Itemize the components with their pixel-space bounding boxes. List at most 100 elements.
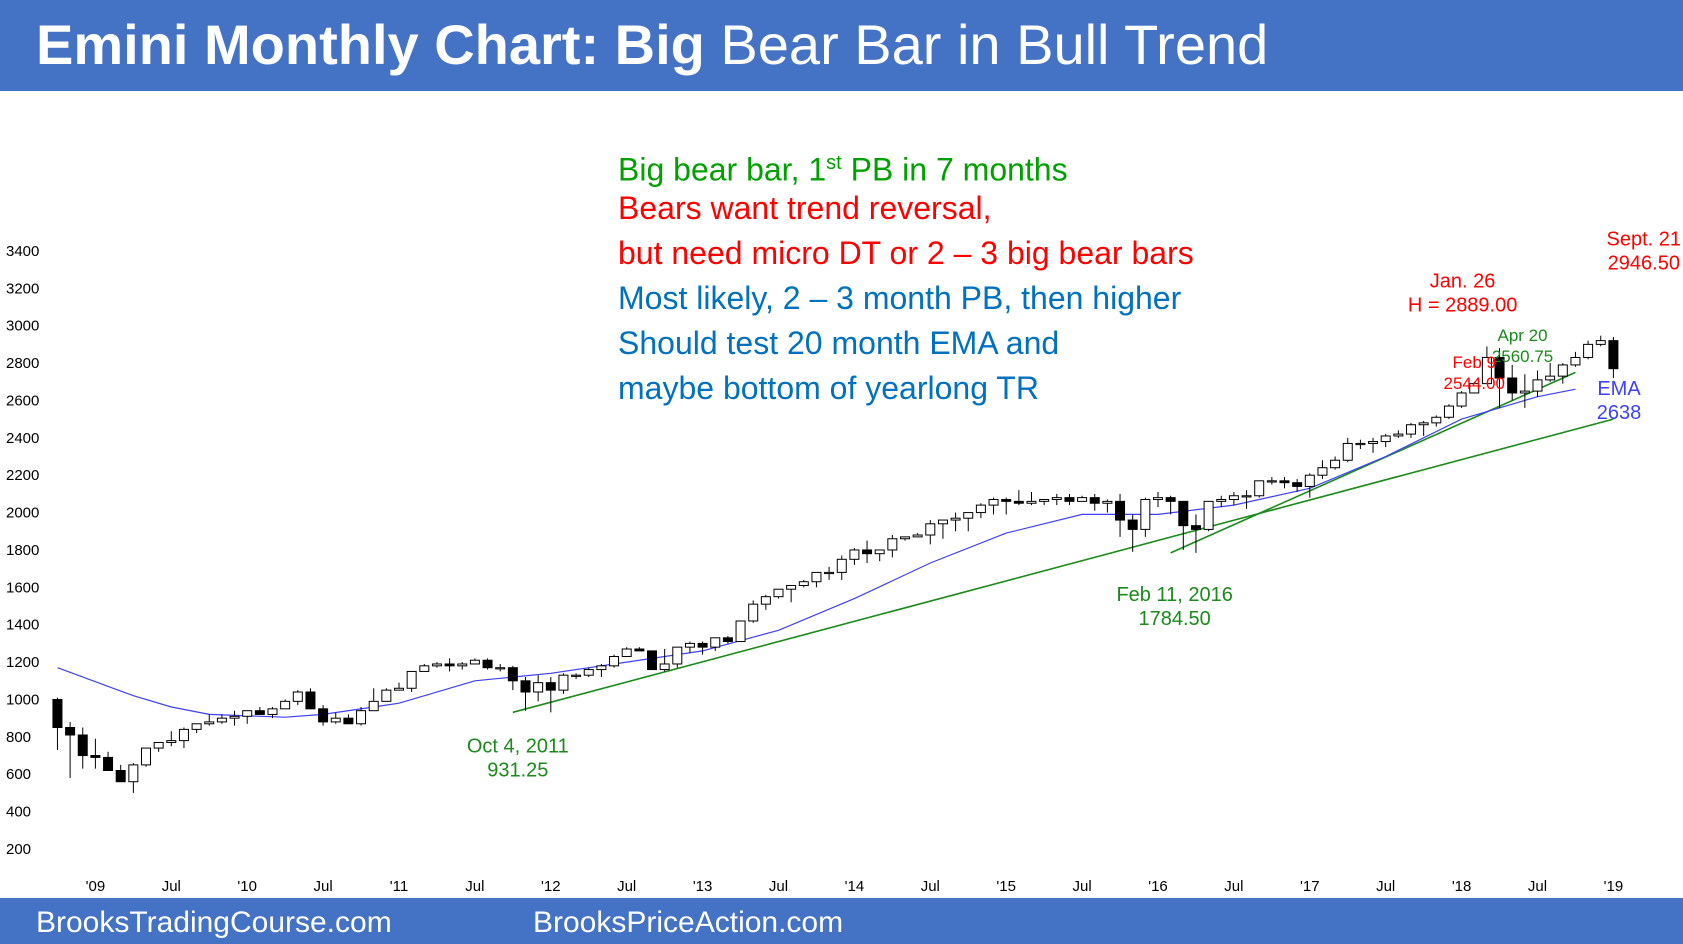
candle <box>1001 497 1012 515</box>
y-tick-label: 2600 <box>6 392 39 409</box>
candle-body <box>1190 525 1201 530</box>
candle <box>596 663 607 678</box>
candle-body <box>457 663 468 667</box>
candle <box>1355 439 1366 450</box>
candle <box>1013 490 1024 506</box>
ema-value: 2638 <box>1597 402 1642 424</box>
candle-body <box>862 549 873 555</box>
candle <box>1190 514 1201 553</box>
ema-line <box>57 388 1576 718</box>
candle-body <box>381 689 392 702</box>
candle-body <box>267 708 278 715</box>
x-tick-label: '12 <box>541 878 561 895</box>
candle-body <box>394 687 404 691</box>
candle <box>874 549 885 562</box>
x-tick-label: Jul <box>617 878 636 895</box>
candle-body <box>609 655 620 667</box>
candle-body <box>507 667 518 682</box>
candle <box>343 714 354 725</box>
candle <box>1254 480 1265 498</box>
candle <box>925 520 936 545</box>
candle <box>406 670 417 693</box>
candle-body <box>1317 467 1328 476</box>
x-tick-label: Jul <box>1073 878 1092 895</box>
candle <box>672 646 683 668</box>
y-tick-label: 2400 <box>6 430 39 447</box>
candle-body <box>1178 500 1189 527</box>
candle <box>900 536 910 541</box>
annotation-value: 2560.75 <box>1492 347 1553 366</box>
candle <box>950 512 961 532</box>
annotation-label: Oct 4, 2011 <box>467 735 569 757</box>
candle <box>1595 335 1606 347</box>
x-tick-label: '19 <box>1604 878 1624 895</box>
candle-body <box>103 756 114 772</box>
candle <box>1279 477 1290 489</box>
candle <box>1443 404 1454 420</box>
candle-body <box>1115 500 1126 521</box>
candle-body <box>710 637 721 648</box>
x-tick-label: Jul <box>1224 878 1243 895</box>
y-tick-label: 3400 <box>6 243 39 260</box>
x-tick-label: '14 <box>845 878 865 895</box>
candle-body <box>697 642 708 648</box>
footer-left-link[interactable]: BrooksTradingCourse.com <box>36 906 392 939</box>
candle <box>1266 477 1277 485</box>
candle <box>1292 478 1303 493</box>
candle-body <box>988 498 999 506</box>
candle-body <box>773 588 784 598</box>
candle-body <box>1456 392 1467 407</box>
candle <box>1203 500 1214 532</box>
candle <box>520 677 531 711</box>
candle <box>735 620 746 643</box>
x-tick-label: '10 <box>237 878 257 895</box>
candle <box>975 503 986 519</box>
candle-body <box>659 663 670 671</box>
candle-body <box>495 667 506 670</box>
candle <box>1431 415 1442 427</box>
annotation-value: 2544.00 <box>1444 374 1505 393</box>
candle-body <box>950 517 961 521</box>
candle <box>457 662 468 670</box>
candle-body <box>292 691 303 702</box>
y-tick-label: 2000 <box>6 505 39 522</box>
y-tick-label: 1400 <box>6 617 39 634</box>
candle-body <box>1418 422 1429 426</box>
title-bold-part: Emini Monthly Chart: Big <box>36 13 705 76</box>
candle-body <box>141 747 151 766</box>
candle <box>166 731 177 747</box>
candle <box>482 658 493 670</box>
candle <box>849 548 860 565</box>
candle <box>1532 370 1543 397</box>
candle-body <box>722 637 733 643</box>
candle <box>1127 514 1138 552</box>
footer-center-link[interactable]: BrooksPriceAction.com <box>533 906 844 939</box>
candle <box>937 519 948 539</box>
candle-body <box>1494 356 1505 379</box>
candle <box>1519 374 1530 408</box>
y-tick-label: 800 <box>6 729 31 746</box>
candle-body <box>65 727 76 736</box>
candle-body <box>305 691 316 710</box>
candle-body <box>1557 364 1568 377</box>
ema-label: EMA <box>1597 378 1641 400</box>
note-line-1: Big bear bar, 1st PB in 7 months <box>618 151 1068 188</box>
annotation-label: Sept. 21 <box>1607 229 1682 251</box>
candle-body <box>1203 500 1214 530</box>
annotation-label: Feb 9 <box>1453 353 1496 372</box>
candle-body <box>583 669 594 676</box>
candle-body <box>166 740 177 743</box>
candle <box>1545 363 1556 382</box>
candle <box>1153 492 1163 507</box>
candle <box>356 706 367 726</box>
candle-body <box>1342 442 1353 461</box>
candle <box>1077 495 1088 502</box>
annotation-value: 2946.50 <box>1608 253 1680 275</box>
note-line-6: maybe bottom of yearlong TR <box>618 370 1039 406</box>
x-tick-label: Jul <box>465 878 484 895</box>
candle-body <box>178 728 189 742</box>
trendline <box>512 418 1614 714</box>
candle-body <box>975 504 986 514</box>
candle <box>90 738 101 769</box>
candle-body <box>1153 497 1163 500</box>
